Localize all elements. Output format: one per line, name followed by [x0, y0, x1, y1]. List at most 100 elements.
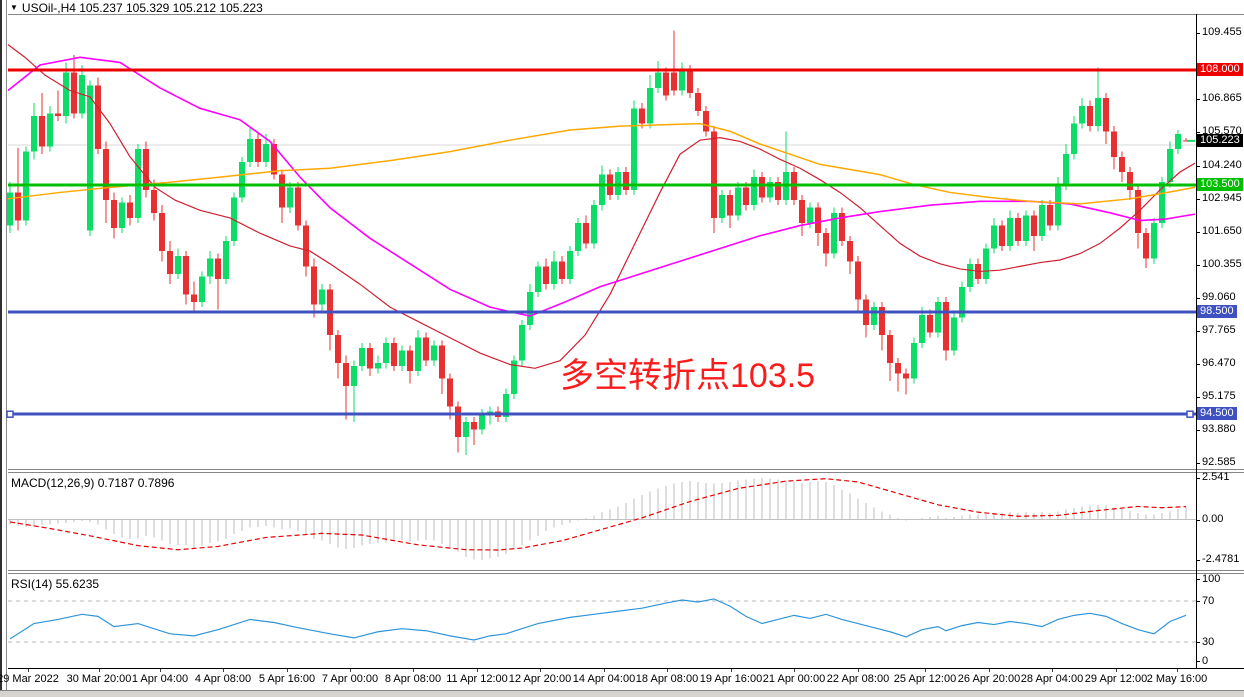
candle-body — [303, 225, 309, 267]
candle-body — [567, 251, 573, 280]
rsi-tick-mark — [1196, 661, 1200, 662]
chart-annotation-text[interactable]: 多空转折点103.5 — [560, 357, 816, 395]
candle-body — [623, 172, 629, 190]
price-tick-mark — [1196, 231, 1200, 233]
rsi-tick-label: 100 — [1202, 573, 1221, 585]
candle-body — [687, 70, 693, 94]
rsi-separator-1[interactable] — [8, 570, 1244, 571]
candle-body — [1087, 105, 1093, 127]
candle-body — [1127, 172, 1133, 190]
ma-magenta-line — [7, 56, 1196, 317]
macd-separator-2 — [8, 472, 1244, 473]
ma-darkred-line — [7, 44, 1196, 369]
candle-body — [255, 138, 261, 162]
candle-body — [1183, 140, 1189, 142]
candle-body — [559, 261, 565, 280]
candle-body — [319, 289, 325, 305]
candle-body — [71, 72, 77, 114]
candle-body — [1119, 156, 1125, 173]
rsi-panel-plot[interactable] — [8, 574, 1196, 667]
candle-body — [407, 350, 413, 371]
candle-body — [207, 258, 213, 277]
candle-body — [551, 261, 557, 285]
candle-body — [719, 194, 725, 218]
macd-separator-1[interactable] — [8, 469, 1244, 470]
time-axis-label: 29 Apr 12:00 — [1084, 673, 1148, 685]
candle-body — [479, 412, 485, 430]
candle-body — [543, 266, 549, 285]
macd-histogram — [9, 478, 1187, 560]
level-line-handle[interactable] — [6, 410, 14, 418]
candle-body — [311, 266, 317, 305]
candle-body — [391, 342, 397, 366]
candle-body — [183, 256, 189, 295]
candle-body — [927, 314, 933, 333]
time-axis-label: 1 Apr 04:00 — [131, 673, 189, 685]
time-axis-label: 25 Apr 12:00 — [893, 673, 957, 685]
candle-body — [223, 240, 229, 280]
candle-body — [55, 113, 61, 116]
candle-body — [87, 85, 93, 231]
price-tick-mark — [1196, 165, 1200, 167]
symbol-dropdown-icon[interactable]: ▼ — [10, 3, 18, 12]
price-tick-mark — [1196, 33, 1200, 34]
candle-body — [167, 251, 173, 275]
price-tick-label: 92.585 — [1202, 456, 1236, 469]
candle-body — [47, 113, 53, 147]
candle-body — [695, 93, 701, 111]
time-tick-mark — [604, 669, 605, 672]
candle-body — [343, 363, 349, 387]
candle-body — [231, 197, 237, 241]
rsi-tick-label: 0 — [1202, 655, 1209, 667]
candle-body — [1095, 98, 1101, 127]
candle-body — [807, 207, 813, 224]
price-tick-mark — [1196, 198, 1200, 200]
time-tick-mark — [858, 669, 859, 672]
candle-body — [1167, 149, 1173, 183]
price-tick-label: 109.455 — [1202, 26, 1242, 38]
price-badge-103.500: 103.500 — [1197, 177, 1243, 191]
candle-body — [831, 212, 837, 254]
candle-body — [335, 335, 341, 364]
candle-body — [679, 70, 685, 91]
window-bottom-strip — [0, 690, 1244, 697]
time-axis-label: 5 Apr 16:00 — [258, 673, 316, 685]
candle-body — [39, 115, 45, 147]
level-line-handle[interactable] — [1186, 410, 1194, 418]
candle-body — [375, 363, 381, 369]
candle-body — [271, 144, 277, 175]
candle-body — [751, 177, 757, 206]
candle-body — [239, 161, 245, 198]
rsi-label: RSI(14) 55.6235 — [11, 577, 100, 591]
candle-body — [447, 378, 453, 407]
candle-body — [967, 263, 973, 287]
rsi-tick-label: 30 — [1202, 636, 1215, 648]
time-axis-label: 29 Mar 2022 — [0, 673, 59, 685]
macd-panel-plot[interactable] — [8, 473, 1196, 569]
macd-tick-label: 2.541 — [1202, 471, 1230, 483]
candle-body — [431, 345, 437, 361]
candle-body — [111, 200, 117, 229]
candle-body — [1015, 217, 1021, 241]
price-tick-mark — [1196, 264, 1200, 266]
candle-body — [1039, 205, 1045, 236]
price-tick-label: 95.175 — [1202, 389, 1236, 402]
candle-body — [95, 85, 101, 150]
candle-body — [591, 205, 597, 244]
candle-body — [983, 248, 989, 280]
ma-orange-line — [7, 122, 1196, 205]
price-tick-label: 104.240 — [1202, 158, 1242, 171]
candle-body — [463, 421, 469, 438]
candle-body — [887, 335, 893, 364]
main-chart-plot[interactable] — [6, 14, 1196, 468]
macd-tick-label: -2.4781 — [1202, 552, 1240, 565]
candle-body — [879, 307, 885, 336]
candle-body — [143, 149, 149, 190]
price-tick-label: 102.945 — [1202, 191, 1242, 204]
rsi-separator-2 — [8, 573, 1244, 574]
candle-body — [535, 266, 541, 292]
rsi-line — [9, 598, 1187, 641]
price-tick-mark — [1196, 430, 1200, 431]
candle-body — [711, 131, 717, 218]
time-tick-mark — [731, 669, 732, 672]
